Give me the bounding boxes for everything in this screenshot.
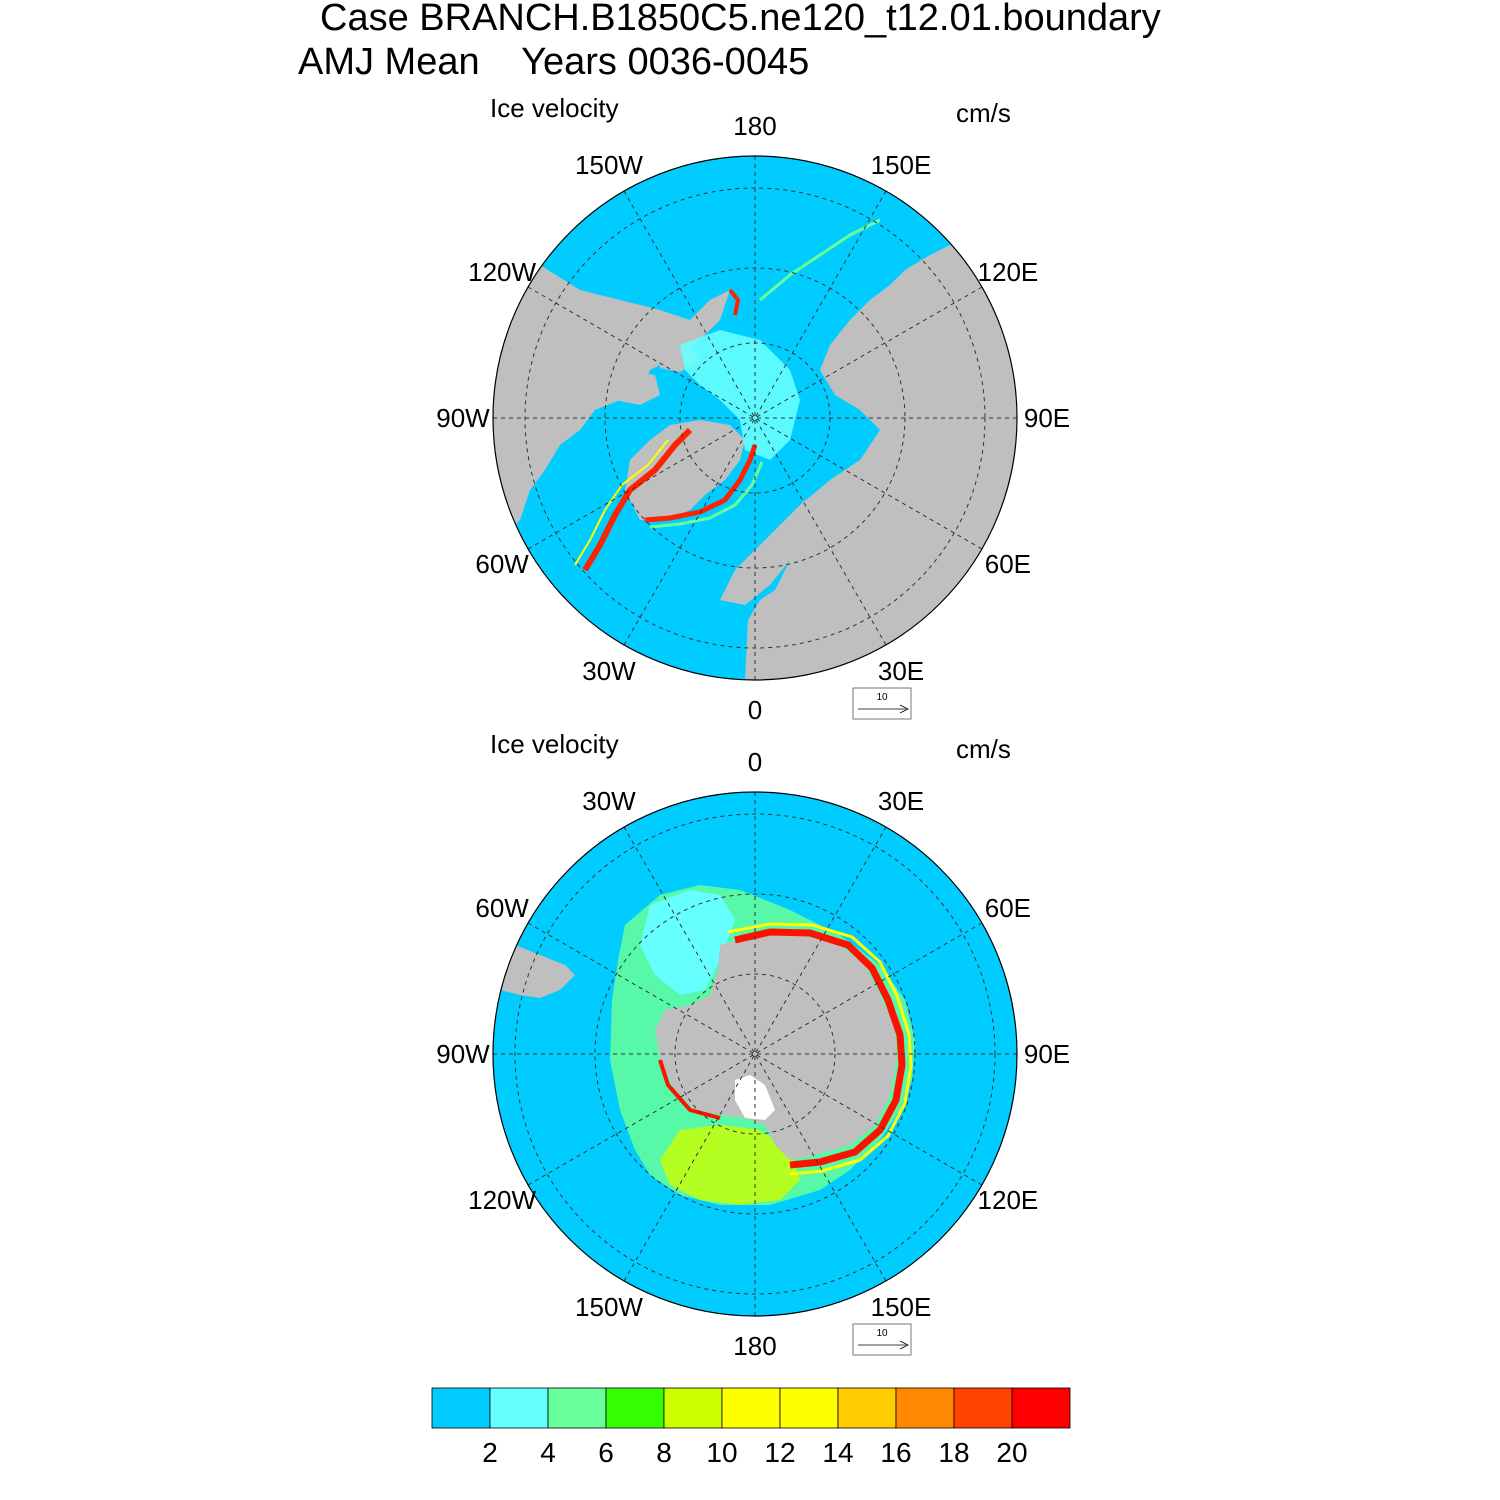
south-ref-vector: 10 bbox=[852, 1323, 912, 1356]
colorbar-label: 2 bbox=[482, 1437, 498, 1468]
north-right-label: cm/s bbox=[956, 98, 1011, 128]
south-map-border bbox=[492, 791, 1018, 1317]
colorbar-label: 18 bbox=[938, 1437, 969, 1468]
north-land-greenland bbox=[625, 420, 745, 520]
south-lon-label: 60E bbox=[985, 893, 1031, 923]
north-lon-label: 150E bbox=[871, 150, 932, 180]
north-lon-label: 0 bbox=[748, 695, 762, 725]
colorbar-swatch bbox=[779, 1387, 839, 1429]
north-lon-label: 120E bbox=[978, 257, 1039, 287]
north-ice-bering bbox=[728, 288, 741, 316]
colorbar-swatch bbox=[431, 1387, 491, 1429]
colorbar-swatch bbox=[895, 1387, 955, 1429]
north-graticule bbox=[493, 156, 1017, 680]
colorbar-label: 16 bbox=[880, 1437, 911, 1468]
north-lon-label: 30W bbox=[582, 656, 636, 686]
north-ice-siberia bbox=[759, 218, 881, 302]
south-ice-coastal-edge bbox=[727, 922, 913, 1176]
colorbar-swatch bbox=[547, 1387, 607, 1429]
north-panel: Ice velocity cm/s bbox=[436, 93, 1070, 725]
north-land-eurasia bbox=[745, 245, 1017, 680]
south-land-south-america bbox=[500, 945, 575, 998]
colorbar-label: 12 bbox=[764, 1437, 795, 1468]
south-lon-labels: 0 30E 60E 90E 120E 150E 180 150W 120W 90W 60W 30W bbox=[436, 747, 1070, 1361]
north-land-islands bbox=[600, 345, 700, 405]
north-ice-central bbox=[680, 330, 800, 460]
south-right-label: cm/s bbox=[956, 734, 1011, 764]
south-lon-label: 30W bbox=[582, 786, 636, 816]
north-map-border bbox=[492, 155, 1018, 681]
south-lon-label: 60W bbox=[475, 893, 529, 923]
colorbar-label: 6 bbox=[598, 1437, 614, 1468]
south-ice-coastal-fast bbox=[734, 928, 906, 1169]
colorbar-label: 14 bbox=[822, 1437, 853, 1468]
north-map bbox=[493, 156, 1017, 680]
north-ice-fast-band-1 bbox=[582, 427, 693, 572]
colorbar-labels: 2 4 6 8 10 12 14 16 18 20 bbox=[482, 1437, 1027, 1468]
colorbar bbox=[431, 1387, 1071, 1429]
north-lon-label: 30E bbox=[878, 656, 924, 686]
north-lon-labels: 180 150E 120E 90E 60E 30E 0 30W 60W 90W 120W 150W bbox=[436, 111, 1070, 725]
colorbar-label: 10 bbox=[706, 1437, 737, 1468]
north-ref-vector-label: 10 bbox=[876, 692, 888, 703]
north-lon-label: 90E bbox=[1024, 403, 1070, 433]
north-ref-vector: 10 bbox=[852, 687, 912, 720]
colorbar-swatch bbox=[721, 1387, 781, 1429]
south-lon-label: 150W bbox=[575, 1292, 643, 1322]
colorbar-swatch bbox=[663, 1387, 723, 1429]
north-lon-label: 150W bbox=[575, 150, 643, 180]
south-lon-label: 90W bbox=[436, 1039, 490, 1069]
south-lon-label: 0 bbox=[748, 747, 762, 777]
south-ice-west-fast bbox=[658, 1059, 721, 1120]
north-lon-label: 90W bbox=[436, 403, 490, 433]
south-lon-label: 120W bbox=[468, 1185, 536, 1215]
south-panel: Ice velocity cm/s bbox=[436, 729, 1070, 1361]
north-ice-fast-band-2-edge bbox=[649, 461, 764, 529]
colorbar-label: 4 bbox=[540, 1437, 556, 1468]
north-lon-label: 60W bbox=[475, 549, 529, 579]
north-lon-label: 60E bbox=[985, 549, 1031, 579]
colorbar-swatch bbox=[605, 1387, 665, 1429]
south-map bbox=[493, 792, 1017, 1316]
north-left-label: Ice velocity bbox=[490, 93, 619, 123]
south-ice-weddell bbox=[640, 890, 735, 995]
south-left-label: Ice velocity bbox=[490, 729, 619, 759]
south-land-antarctica bbox=[655, 935, 897, 1160]
north-lon-label: 180 bbox=[733, 111, 776, 141]
south-ice-ross bbox=[660, 1125, 800, 1205]
subtitle: AMJ Mean Years 0036-0045 bbox=[298, 41, 809, 83]
north-ice-fast-band-1-edge bbox=[574, 439, 669, 566]
colorbar-swatch bbox=[1011, 1387, 1071, 1429]
colorbar-label: 20 bbox=[996, 1437, 1027, 1468]
south-lon-label: 30E bbox=[878, 786, 924, 816]
north-ice-fast-band-2 bbox=[644, 444, 758, 523]
south-lon-label: 180 bbox=[733, 1331, 776, 1361]
north-land-scandinavia bbox=[720, 495, 830, 605]
north-land-north-america bbox=[493, 250, 730, 550]
colorbar-swatch bbox=[837, 1387, 897, 1429]
colorbar-swatch bbox=[953, 1387, 1013, 1429]
south-lon-label: 150E bbox=[871, 1292, 932, 1322]
south-graticule bbox=[493, 792, 1017, 1316]
colorbar-swatch bbox=[489, 1387, 549, 1429]
south-ref-vector-label: 10 bbox=[876, 1328, 888, 1339]
main-title: Case BRANCH.B1850C5.ne120_t12.01.boundar… bbox=[320, 0, 1161, 39]
north-lon-label: 120W bbox=[468, 257, 536, 287]
colorbar-label: 8 bbox=[656, 1437, 672, 1468]
south-lon-label: 90E bbox=[1024, 1039, 1070, 1069]
south-lon-label: 120E bbox=[978, 1185, 1039, 1215]
